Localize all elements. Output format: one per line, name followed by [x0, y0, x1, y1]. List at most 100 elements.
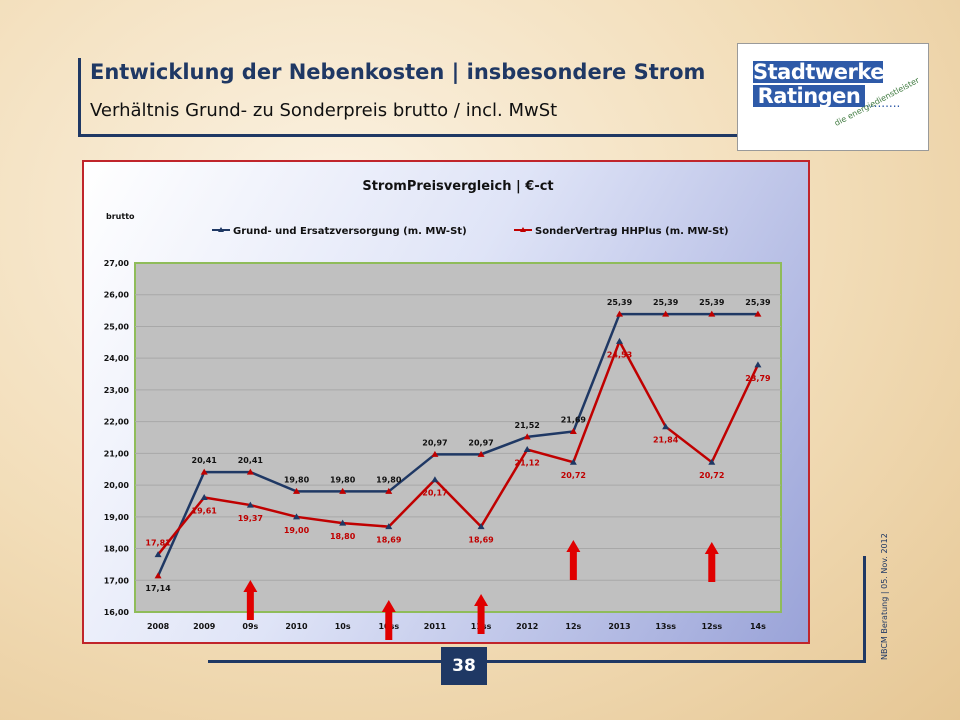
y-tick-label: 20,00: [104, 481, 130, 490]
data-label: 21,69: [561, 415, 587, 424]
data-point: [662, 423, 670, 430]
data-point: [339, 519, 347, 526]
data-point: [246, 501, 254, 508]
data-point: [477, 523, 485, 530]
y-tick-label: 19,00: [104, 513, 130, 522]
x-tick-label: 10s: [335, 622, 351, 631]
x-tick-label: 2010: [285, 622, 308, 631]
data-label: 18,69: [468, 536, 494, 545]
data-point: [293, 487, 300, 494]
x-tick-label: 2013: [608, 622, 630, 631]
data-point: [431, 476, 439, 483]
logo-line2: Ratingen: [753, 85, 865, 107]
x-tick-label: 13ss: [655, 622, 676, 631]
data-point: [523, 446, 531, 453]
chart-title: StromPreisvergleich | €-ct: [362, 179, 553, 194]
title-bracket: [78, 58, 741, 137]
series-line-2: [157, 338, 760, 556]
page-number: 38: [441, 647, 487, 685]
y-tick-label: 27,00: [104, 259, 130, 268]
data-point: [200, 468, 208, 475]
y-tick-label: 22,00: [104, 418, 130, 427]
data-label: 18,69: [376, 536, 402, 545]
y-tick-label: 26,00: [104, 291, 130, 300]
data-point: [339, 487, 347, 494]
x-tick-label: 12ss: [701, 622, 722, 631]
data-point: [385, 487, 393, 494]
y-tick-label: 17,00: [104, 576, 130, 585]
y-tick-label: 25,00: [104, 322, 130, 331]
y-tick-label: 16,00: [104, 608, 130, 617]
data-point: [431, 450, 439, 457]
x-tick-label: 2012: [516, 622, 538, 631]
x-tick-label: 12s: [565, 622, 581, 631]
up-arrow-icon: [474, 594, 489, 634]
plot-area: [134, 262, 782, 613]
logo-line1: Stadtwerke: [753, 60, 885, 84]
data-point: [200, 493, 208, 500]
up-arrow-icon: [704, 542, 719, 582]
data-point: [754, 310, 762, 317]
data-label: 20,72: [561, 471, 586, 480]
x-tick-label: 2008: [147, 622, 170, 631]
data-label: 25,39: [607, 298, 633, 307]
data-label: 20,17: [422, 489, 447, 498]
y-tick-label: 21,00: [104, 449, 130, 458]
data-label: 20,41: [238, 456, 264, 465]
data-point: [569, 458, 577, 465]
up-arrow-icon: [381, 600, 396, 640]
series-line-1: [156, 312, 758, 577]
legend-label-1: Grund- und Ersatzversorgung (m. MW-St): [233, 226, 467, 237]
legend-marker-2: [520, 227, 526, 232]
data-label: 20,97: [468, 438, 493, 447]
line-chart: StromPreisvergleich | €-ct brutto Grund- u…: [104, 179, 782, 640]
x-tick-label: 09s: [242, 622, 258, 631]
data-label: 17,14: [145, 584, 171, 593]
data-label: 19,37: [238, 514, 263, 523]
data-point: [246, 468, 254, 475]
up-arrow-icon: [566, 540, 581, 580]
legend-marker-1: [218, 227, 224, 232]
y-tick-label: 24,00: [104, 354, 130, 363]
data-point: [662, 310, 670, 317]
data-label: 18,80: [330, 532, 356, 541]
data-label: 21,12: [515, 459, 540, 468]
data-label: 25,39: [745, 298, 771, 307]
data-label: 19,61: [192, 506, 218, 515]
data-label: 21,52: [515, 421, 540, 430]
side-note: NBCM Beratung | 05. Nov. 2012: [880, 533, 889, 660]
data-point: [754, 361, 762, 368]
data-label: 20,41: [192, 456, 218, 465]
page-subtitle: Verhältnis Grund- zu Sonderpreis brutto …: [90, 100, 558, 121]
data-label: 19,80: [284, 475, 310, 484]
x-tick-label: 14s: [750, 622, 766, 631]
y-tick-label: 23,00: [104, 386, 130, 395]
data-point: [293, 513, 300, 520]
data-point: [385, 523, 393, 530]
x-tick-label: 2009: [193, 622, 216, 631]
data-point: [523, 433, 531, 440]
data-label: 24,53: [607, 350, 632, 359]
x-tick-label: 2011: [424, 622, 447, 631]
data-label: 23,79: [745, 374, 771, 383]
data-label: 25,39: [699, 298, 725, 307]
chart-frame: StromPreisvergleich | €-ct brutto Grund- u…: [82, 160, 810, 644]
data-label: 19,80: [330, 475, 356, 484]
footer-rule: [208, 660, 863, 663]
logo: Stadtwerke Ratingen ......... die energi…: [737, 43, 929, 151]
side-rule: [863, 556, 866, 663]
data-label: 20,97: [422, 438, 447, 447]
page-title: Entwicklung der Nebenkosten | insbesonde…: [90, 60, 706, 84]
y-tick-label: 18,00: [104, 545, 130, 554]
data-point: [708, 458, 716, 465]
up-arrow-icon: [243, 580, 258, 620]
data-label: 19,00: [284, 526, 310, 535]
data-point: [569, 427, 577, 434]
data-label: 19,80: [376, 475, 402, 484]
y-axis-label: brutto: [106, 212, 135, 221]
data-point: [616, 310, 623, 317]
data-point: [154, 551, 162, 558]
data-label: 17,81: [145, 539, 171, 548]
data-label: 20,72: [699, 471, 724, 480]
data-label: 21,84: [653, 436, 679, 445]
